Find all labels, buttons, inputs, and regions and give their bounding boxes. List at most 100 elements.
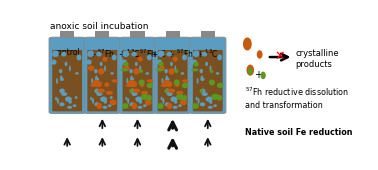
Ellipse shape bbox=[86, 59, 92, 65]
Ellipse shape bbox=[173, 57, 178, 62]
FancyBboxPatch shape bbox=[60, 31, 74, 38]
Ellipse shape bbox=[145, 96, 148, 99]
FancyBboxPatch shape bbox=[130, 31, 144, 38]
Ellipse shape bbox=[53, 50, 59, 54]
Ellipse shape bbox=[51, 59, 57, 65]
Ellipse shape bbox=[178, 104, 182, 107]
Ellipse shape bbox=[139, 100, 142, 104]
Text: ✕: ✕ bbox=[275, 50, 285, 63]
Ellipse shape bbox=[174, 79, 180, 86]
Ellipse shape bbox=[191, 69, 199, 71]
FancyBboxPatch shape bbox=[52, 50, 82, 111]
Ellipse shape bbox=[139, 69, 143, 73]
Ellipse shape bbox=[110, 72, 114, 75]
Ellipse shape bbox=[210, 69, 213, 73]
Ellipse shape bbox=[206, 97, 212, 102]
Ellipse shape bbox=[167, 92, 173, 96]
Ellipse shape bbox=[121, 59, 127, 65]
Ellipse shape bbox=[131, 81, 137, 87]
Ellipse shape bbox=[180, 99, 187, 105]
Ellipse shape bbox=[163, 80, 170, 86]
Ellipse shape bbox=[201, 75, 203, 81]
Ellipse shape bbox=[138, 57, 143, 62]
Ellipse shape bbox=[110, 99, 116, 105]
Ellipse shape bbox=[96, 81, 102, 87]
Ellipse shape bbox=[213, 104, 217, 107]
Ellipse shape bbox=[197, 78, 198, 84]
Ellipse shape bbox=[55, 97, 57, 100]
Ellipse shape bbox=[96, 52, 102, 56]
Ellipse shape bbox=[92, 98, 94, 104]
Ellipse shape bbox=[94, 69, 98, 73]
Ellipse shape bbox=[167, 103, 172, 109]
Ellipse shape bbox=[65, 62, 67, 66]
Ellipse shape bbox=[146, 72, 149, 75]
Ellipse shape bbox=[248, 68, 253, 75]
Ellipse shape bbox=[60, 78, 64, 81]
Text: crystalline
products: crystalline products bbox=[295, 49, 339, 69]
Ellipse shape bbox=[174, 65, 176, 72]
Ellipse shape bbox=[131, 52, 137, 56]
Ellipse shape bbox=[112, 79, 118, 82]
Text: + $^{13}$C: + $^{13}$C bbox=[197, 48, 219, 60]
Ellipse shape bbox=[102, 57, 108, 62]
Ellipse shape bbox=[127, 80, 135, 86]
Ellipse shape bbox=[130, 89, 135, 93]
Ellipse shape bbox=[122, 103, 129, 109]
Ellipse shape bbox=[182, 95, 187, 101]
Ellipse shape bbox=[176, 94, 184, 100]
Ellipse shape bbox=[75, 72, 79, 75]
Ellipse shape bbox=[158, 62, 164, 67]
Ellipse shape bbox=[67, 106, 72, 109]
Ellipse shape bbox=[73, 104, 76, 107]
Ellipse shape bbox=[92, 80, 100, 86]
Ellipse shape bbox=[193, 52, 200, 57]
Ellipse shape bbox=[200, 69, 203, 73]
Ellipse shape bbox=[158, 50, 164, 54]
Ellipse shape bbox=[246, 65, 254, 76]
Ellipse shape bbox=[243, 37, 252, 50]
Ellipse shape bbox=[104, 82, 109, 87]
Text: + C + $^{57}$Fh: + C + $^{57}$Fh bbox=[151, 48, 194, 60]
Ellipse shape bbox=[94, 102, 100, 106]
Ellipse shape bbox=[52, 52, 59, 57]
FancyBboxPatch shape bbox=[49, 37, 85, 114]
FancyBboxPatch shape bbox=[155, 37, 191, 114]
Ellipse shape bbox=[156, 59, 162, 65]
Ellipse shape bbox=[181, 72, 184, 75]
Ellipse shape bbox=[127, 98, 129, 104]
Ellipse shape bbox=[182, 54, 187, 61]
Ellipse shape bbox=[96, 92, 102, 96]
Ellipse shape bbox=[112, 54, 117, 61]
FancyBboxPatch shape bbox=[201, 31, 215, 38]
Ellipse shape bbox=[106, 91, 113, 95]
FancyBboxPatch shape bbox=[84, 37, 121, 114]
Ellipse shape bbox=[133, 68, 139, 75]
Ellipse shape bbox=[61, 92, 67, 96]
FancyBboxPatch shape bbox=[190, 37, 226, 114]
Ellipse shape bbox=[197, 98, 200, 104]
Ellipse shape bbox=[91, 78, 93, 84]
Ellipse shape bbox=[122, 52, 129, 57]
FancyBboxPatch shape bbox=[193, 50, 223, 111]
FancyBboxPatch shape bbox=[119, 37, 156, 114]
Ellipse shape bbox=[176, 91, 183, 95]
Ellipse shape bbox=[158, 65, 165, 71]
Ellipse shape bbox=[61, 52, 67, 56]
Ellipse shape bbox=[57, 98, 59, 104]
Ellipse shape bbox=[135, 62, 138, 66]
Ellipse shape bbox=[95, 75, 98, 81]
Ellipse shape bbox=[166, 52, 172, 56]
Ellipse shape bbox=[147, 83, 153, 88]
Ellipse shape bbox=[94, 89, 100, 93]
Ellipse shape bbox=[126, 78, 128, 84]
Ellipse shape bbox=[175, 69, 178, 73]
Ellipse shape bbox=[164, 69, 168, 73]
Ellipse shape bbox=[260, 72, 266, 79]
FancyBboxPatch shape bbox=[87, 50, 117, 111]
Ellipse shape bbox=[165, 89, 170, 93]
Ellipse shape bbox=[129, 69, 133, 73]
Ellipse shape bbox=[200, 78, 204, 81]
Ellipse shape bbox=[169, 68, 175, 75]
Ellipse shape bbox=[75, 96, 77, 99]
